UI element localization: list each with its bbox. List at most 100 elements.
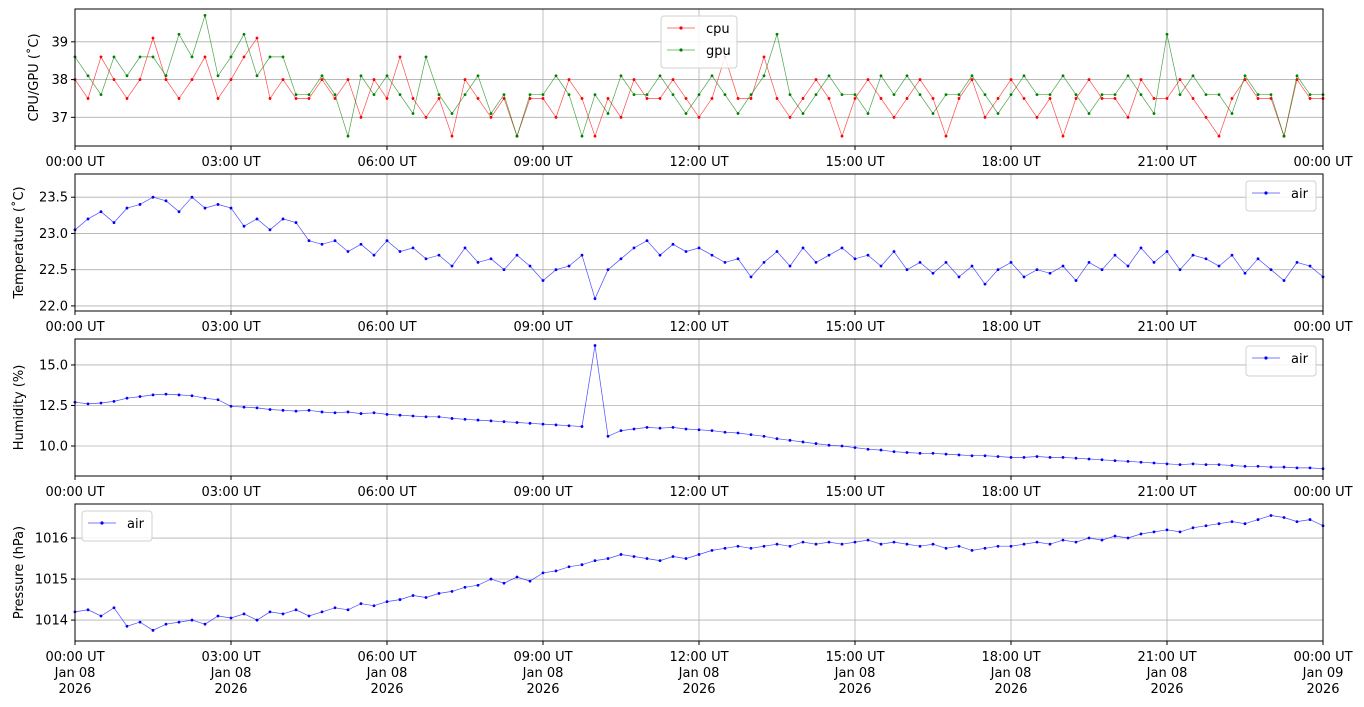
data-point-air [476,261,480,264]
data-point-gpu [229,55,233,59]
data-point-air [1139,246,1143,250]
data-point-gpu [333,93,337,97]
data-point-air [320,610,324,614]
data-point-air [320,242,324,246]
data-point-cpu [645,97,649,100]
data-point-gpu [1087,112,1091,115]
data-point-air [112,221,116,224]
data-point-air [333,606,337,610]
x-tick-label: Jan 08 [522,666,564,681]
data-point-air [1035,540,1039,544]
data-point-air [775,250,779,253]
y-axis-label: Temperature (˚C) [11,186,27,299]
data-point-air [658,426,662,430]
data-point-air [931,542,935,546]
data-point-cpu [866,78,870,81]
data-point-air [1178,268,1182,272]
data-point-air [281,217,285,221]
data-point-air [1100,268,1104,272]
x-tick-label: 2026 [370,682,403,697]
data-point-air [905,268,909,272]
data-point-gpu [424,55,428,59]
y-tick-label: 23.0 [39,227,68,242]
data-point-air [1269,268,1273,272]
data-point-gpu [957,93,961,97]
x-tick-label: Jan 09 [1302,666,1344,681]
data-point-air [502,420,506,424]
data-point-gpu [346,134,350,138]
x-tick-label: 00:00 UT [45,485,104,500]
data-point-cpu [801,97,805,100]
data-point-air [853,446,857,450]
data-point-air [515,253,519,257]
legend-marker-air [1264,191,1268,195]
y-tick-label: 37 [51,111,68,126]
data-point-air [1191,526,1195,530]
data-point-gpu [814,93,818,97]
data-point-air [346,608,350,612]
data-point-air [1269,465,1273,469]
data-point-air [567,565,571,569]
data-point-air [593,297,597,301]
data-point-air [151,195,155,199]
x-tick-label: 2026 [58,682,91,697]
data-point-cpu [255,36,259,40]
data-point-air [632,555,636,558]
data-point-air [710,253,714,257]
data-point-air [788,544,792,548]
data-point-gpu [190,55,194,59]
data-point-cpu [1139,78,1143,81]
data-point-air [671,242,675,246]
x-tick-label: 00:00 UT [1293,650,1352,665]
data-point-air [814,261,818,264]
data-point-gpu [632,93,636,97]
data-point-gpu [554,74,558,78]
x-tick-label: 15:00 UT [825,320,884,335]
data-point-air [359,242,363,246]
data-point-air [489,577,493,581]
data-point-air [255,618,259,622]
data-point-cpu [775,97,779,100]
data-point-gpu [762,74,766,78]
data-point-air [632,427,636,431]
data-point-air [1009,544,1013,548]
data-point-cpu [1022,97,1026,100]
legend-marker-cpu [679,26,683,30]
data-point-air [645,425,649,429]
legend: air [81,510,153,542]
data-point-gpu [437,93,441,97]
data-point-air [866,447,870,451]
data-point-air [281,408,285,412]
data-point-air [164,392,168,396]
data-point-gpu [164,74,168,78]
data-point-cpu [294,97,298,100]
data-point-air [736,544,740,548]
data-point-cpu [1074,97,1078,100]
data-point-gpu [1048,93,1052,97]
data-point-air [593,344,597,347]
data-point-cpu [1100,97,1104,100]
legend-box [81,510,153,542]
data-point-gpu [1217,93,1221,97]
data-point-air [970,548,974,552]
data-point-cpu [554,115,558,119]
x-tick-label: Jan 08 [210,666,252,681]
x-tick-label: 09:00 UT [513,320,572,335]
data-point-cpu [151,36,155,40]
data-point-cpu [853,97,857,100]
x-tick-label: 21:00 UT [1137,155,1196,170]
data-point-air [125,396,129,400]
data-point-air [580,253,584,257]
data-point-gpu [138,55,142,59]
data-point-cpu [1113,97,1117,100]
x-tick-label: 2026 [214,682,247,697]
data-point-air [944,546,948,550]
x-tick-label: 00:00 UT [45,320,104,335]
data-point-cpu [1152,97,1156,100]
data-point-air [957,544,961,548]
data-point-air [216,398,220,402]
data-point-air [398,598,402,601]
data-point-air [528,264,532,268]
data-point-air [138,395,142,398]
data-point-gpu [216,74,220,78]
